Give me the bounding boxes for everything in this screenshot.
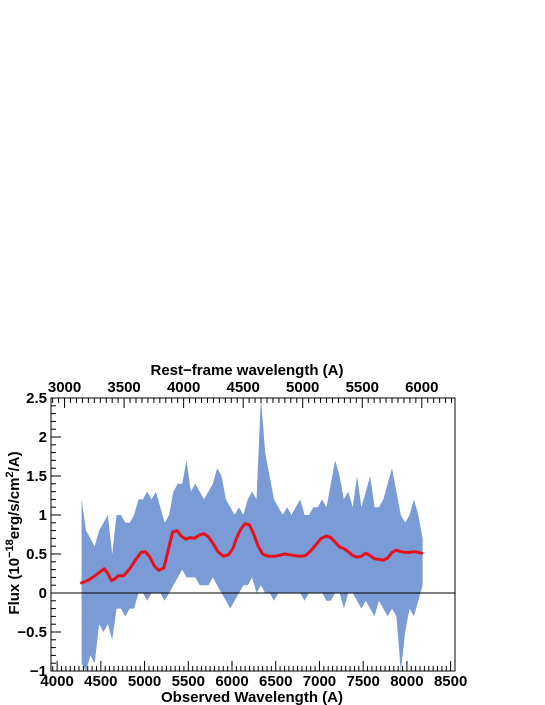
tick-labels-layer: 4000 4500 5000 5500 6000 6500 7000 7500 8000 8500… (17, 379, 467, 690)
y-axis-title-suffix: /A) (6, 451, 23, 471)
y-tick-label: −1 (30, 663, 47, 680)
x-tick-label: 7500 (346, 673, 379, 690)
y-tick-label: 0.5 (26, 546, 47, 563)
y-tick-label: 2 (39, 429, 47, 446)
top-tick-label: 3000 (48, 379, 81, 396)
top-tick-label: 5500 (346, 379, 379, 396)
x-tick-label: 8500 (434, 673, 467, 690)
y-tick-label: 2.5 (26, 390, 47, 407)
y-axis-title-exponent: −18 (4, 539, 16, 558)
x-tick-label: 5000 (128, 673, 161, 690)
y-tick-label: 0 (39, 585, 47, 602)
flux-band-layer (81, 398, 423, 671)
top-tick-label: 4000 (167, 379, 200, 396)
smoothed-spectrum-line-1 (80, 522, 424, 585)
x-tick-label: 5500 (172, 673, 205, 690)
x-tick-label: 7000 (303, 673, 336, 690)
top-tick-label: 4500 (226, 379, 259, 396)
y-axis-title-mid: erg/s/cm (6, 478, 23, 540)
axes-layer (50, 397, 456, 672)
x-tick-label: 4000 (40, 673, 73, 690)
x-tick-label: 6000 (215, 673, 248, 690)
flux-band-0 (81, 398, 423, 671)
x-axis-title: Observed Wavelength (A) (161, 689, 343, 705)
top-axis-title: Rest−frame wavelength (A) (151, 362, 344, 379)
y-axis-title: Flux (10−18erg/s/cm2/A) (4, 451, 23, 614)
top-tick-label: 5000 (286, 379, 319, 396)
x-tick-label: 4500 (84, 673, 117, 690)
y-tick-label: 1 (39, 507, 47, 524)
y-tick-label: −0.5 (17, 624, 47, 641)
y-tick-label: 1.5 (26, 468, 47, 485)
x-tick-label: 6500 (259, 673, 292, 690)
plot-frame (50, 397, 456, 672)
smoothed-spectrum-layer (80, 522, 424, 585)
y-axis-title-prefix: Flux (10 (6, 558, 23, 615)
top-tick-label: 3500 (107, 379, 140, 396)
top-tick-label: 6000 (405, 379, 438, 396)
y-axis-title-exponent-2: 2 (4, 471, 16, 477)
x-tick-label: 8000 (390, 673, 423, 690)
